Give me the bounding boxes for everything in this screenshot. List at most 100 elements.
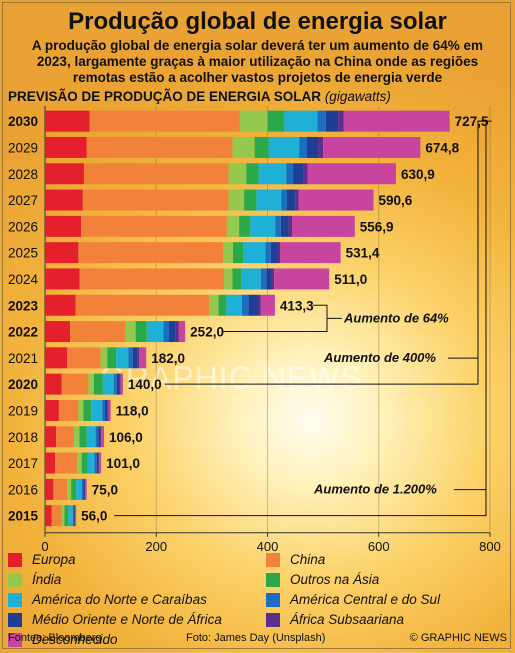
annotation-bracket bbox=[114, 120, 487, 517]
legend-item: Índia bbox=[8, 572, 61, 587]
category-label: 2023 bbox=[8, 298, 39, 313]
subtitle-line: A produção global de energia solar dever… bbox=[31, 38, 484, 53]
bar-segment bbox=[61, 373, 89, 395]
bar-segment bbox=[243, 242, 266, 264]
bar-segment bbox=[271, 268, 275, 290]
bar-segment bbox=[178, 321, 186, 343]
bar-segment bbox=[81, 215, 227, 237]
bar-segment bbox=[281, 189, 287, 211]
bar-segment bbox=[98, 426, 101, 448]
bar-segment bbox=[275, 215, 281, 237]
footer-source: Fontee: Bloomberg bbox=[8, 632, 102, 644]
bar-segment bbox=[163, 321, 170, 343]
bar-segment bbox=[70, 321, 126, 343]
annotation-label: Aumento de 400% bbox=[323, 350, 436, 365]
bar-segment bbox=[280, 242, 341, 264]
bar-segment bbox=[284, 110, 318, 132]
total-value-label: 413,3 bbox=[280, 298, 314, 313]
bar-segment bbox=[45, 136, 87, 158]
legend-label: América do Norte e Caraíbas bbox=[32, 592, 207, 607]
bar-segment bbox=[45, 321, 71, 343]
total-value-label: 630,9 bbox=[401, 167, 435, 182]
category-label: 2021 bbox=[8, 351, 38, 366]
category-label: 2020 bbox=[8, 377, 38, 392]
bar-segment bbox=[228, 189, 245, 211]
bar-segment bbox=[256, 189, 282, 211]
bar-segment bbox=[45, 478, 54, 500]
category-label: 2017 bbox=[8, 456, 38, 471]
bar-segment bbox=[226, 215, 240, 237]
total-value-label: 252,0 bbox=[190, 325, 224, 340]
bar-segment bbox=[51, 505, 62, 527]
legend-item: Médio Oriente e Norte de África bbox=[8, 612, 222, 627]
bar-segment bbox=[105, 399, 108, 421]
bar-segment bbox=[209, 294, 219, 316]
bar-segment bbox=[232, 268, 242, 290]
bar-segment bbox=[146, 321, 164, 343]
total-value-label: 511,0 bbox=[334, 272, 367, 287]
x-tick-label: 800 bbox=[479, 539, 501, 554]
total-value-label: 140,0 bbox=[128, 377, 162, 392]
bar-segment bbox=[102, 399, 106, 421]
bar-segment bbox=[53, 478, 68, 500]
bar-segment bbox=[68, 505, 73, 527]
bar-segment bbox=[139, 347, 147, 369]
bar-segment bbox=[64, 505, 69, 527]
bar-segment bbox=[73, 505, 75, 527]
bar-segment bbox=[317, 110, 326, 132]
bar-segment bbox=[258, 163, 287, 185]
bar-segment bbox=[91, 399, 103, 421]
bar-segment bbox=[98, 452, 100, 474]
bar-segment bbox=[265, 242, 271, 264]
legend-swatch bbox=[266, 552, 280, 567]
bar-segment bbox=[291, 215, 355, 237]
bar-segment bbox=[226, 294, 242, 316]
legend-label: Outros na Ásia bbox=[290, 572, 380, 587]
annotation-bracket bbox=[223, 304, 342, 333]
bar-segment bbox=[116, 347, 129, 369]
bar-segment bbox=[45, 426, 57, 448]
total-value-label: 101,0 bbox=[106, 456, 140, 471]
bar-segment bbox=[343, 110, 450, 132]
bar-segment bbox=[78, 399, 84, 421]
x-tick-label: 0 bbox=[41, 539, 48, 554]
bar-segment bbox=[45, 294, 76, 316]
legend-label: Médio Oriente e Norte de África bbox=[32, 612, 222, 627]
bar-segment bbox=[280, 215, 289, 237]
bar-segment bbox=[100, 426, 102, 448]
total-value-label: 118,0 bbox=[116, 403, 149, 418]
bar-segment bbox=[268, 136, 300, 158]
legend-swatch bbox=[266, 572, 280, 587]
legend-item: China bbox=[266, 552, 325, 567]
bar-segment bbox=[241, 294, 249, 316]
legend-label: China bbox=[290, 552, 326, 567]
total-value-label: 56,0 bbox=[81, 509, 107, 524]
bar-segment bbox=[248, 294, 258, 316]
bar-segment bbox=[175, 321, 179, 343]
bar-segment bbox=[67, 478, 72, 500]
category-label: 2030 bbox=[8, 114, 38, 129]
bar-segment bbox=[86, 136, 233, 158]
bar-segment bbox=[58, 399, 79, 421]
bar-segment bbox=[223, 242, 234, 264]
bar-segment bbox=[75, 294, 210, 316]
bar-segment bbox=[108, 399, 111, 421]
bar-segment bbox=[45, 505, 52, 527]
bar-segment bbox=[76, 478, 82, 500]
bar-segment bbox=[239, 215, 251, 237]
legend-item: África Subsaariana bbox=[266, 612, 404, 627]
bar-segment bbox=[338, 110, 344, 132]
bar-segment bbox=[72, 505, 74, 527]
bar-segment bbox=[99, 452, 102, 474]
bar-segment bbox=[266, 268, 272, 290]
bar-segment bbox=[116, 373, 120, 395]
legend-label: América Central e do Sul bbox=[290, 592, 441, 607]
chart-heading: PREVISÃO DE PRODUÇÃO DE ENERGIA SOLAR (g… bbox=[8, 89, 391, 104]
category-label: 2027 bbox=[8, 193, 38, 208]
bar-segment bbox=[299, 136, 307, 158]
bar-segment bbox=[45, 347, 68, 369]
bar-segment bbox=[77, 452, 82, 474]
bar-segment bbox=[79, 268, 225, 290]
bar-segment bbox=[100, 347, 108, 369]
footer: Fontee: Bloomberg Foto: James Day (Unspl… bbox=[0, 632, 515, 648]
